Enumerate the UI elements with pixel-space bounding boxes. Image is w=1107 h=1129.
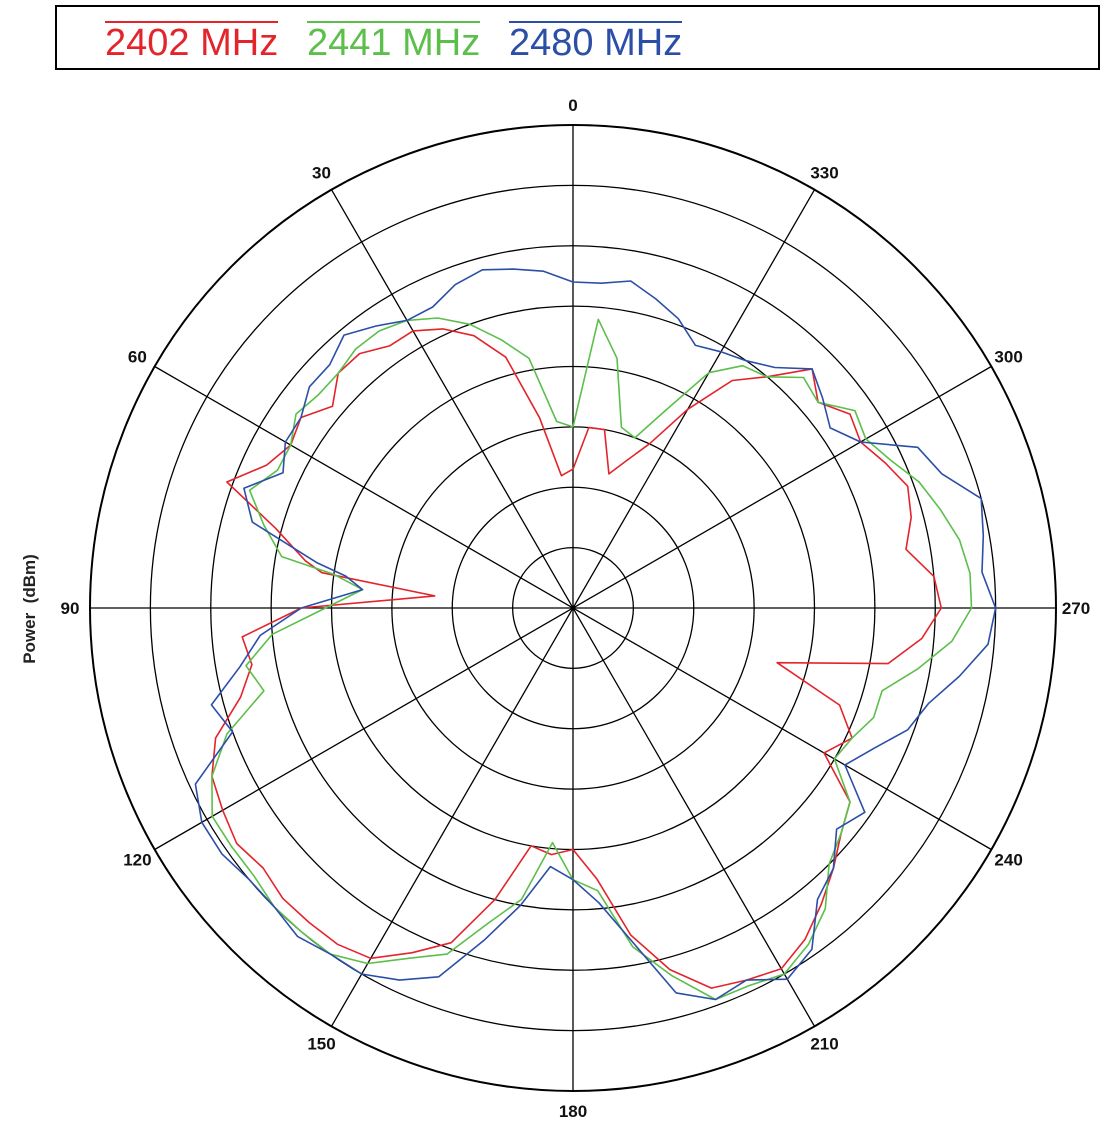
- legend-item-2441: 2441 MHz: [307, 21, 481, 64]
- angle-tick-label: 60: [128, 348, 147, 367]
- angle-tick-label: 120: [123, 851, 151, 870]
- angle-tick-label: 330: [810, 163, 838, 182]
- polar-grid: [89, 124, 1057, 1092]
- angle-tick-label: 90: [61, 599, 80, 618]
- legend-item-2402: 2402 MHz: [105, 21, 279, 64]
- series-line-2402-mhz: [211, 328, 943, 989]
- angle-tick-label: 270: [1062, 599, 1090, 618]
- angle-tick-label: 30: [312, 163, 331, 182]
- series-line-2480-mhz: [194, 268, 997, 1001]
- angle-tick-label: 240: [994, 851, 1022, 870]
- angle-tick-label: 300: [994, 348, 1022, 367]
- series-group: [194, 268, 997, 1001]
- angle-tick-label: 180: [559, 1102, 587, 1121]
- angle-tick-label: 150: [307, 1035, 335, 1054]
- angle-tick-label: 0: [568, 96, 577, 115]
- angle-ticks: 0 30 60 90 120 150 180 210 240 270 300 330: [61, 96, 1091, 1121]
- grid-spoke: [330, 189, 816, 1027]
- angle-tick-label: 210: [810, 1035, 838, 1054]
- legend-item-2480: 2480 MHz: [509, 21, 683, 64]
- legend: 2402 MHz 2441 MHz 2480 MHz: [55, 5, 1100, 70]
